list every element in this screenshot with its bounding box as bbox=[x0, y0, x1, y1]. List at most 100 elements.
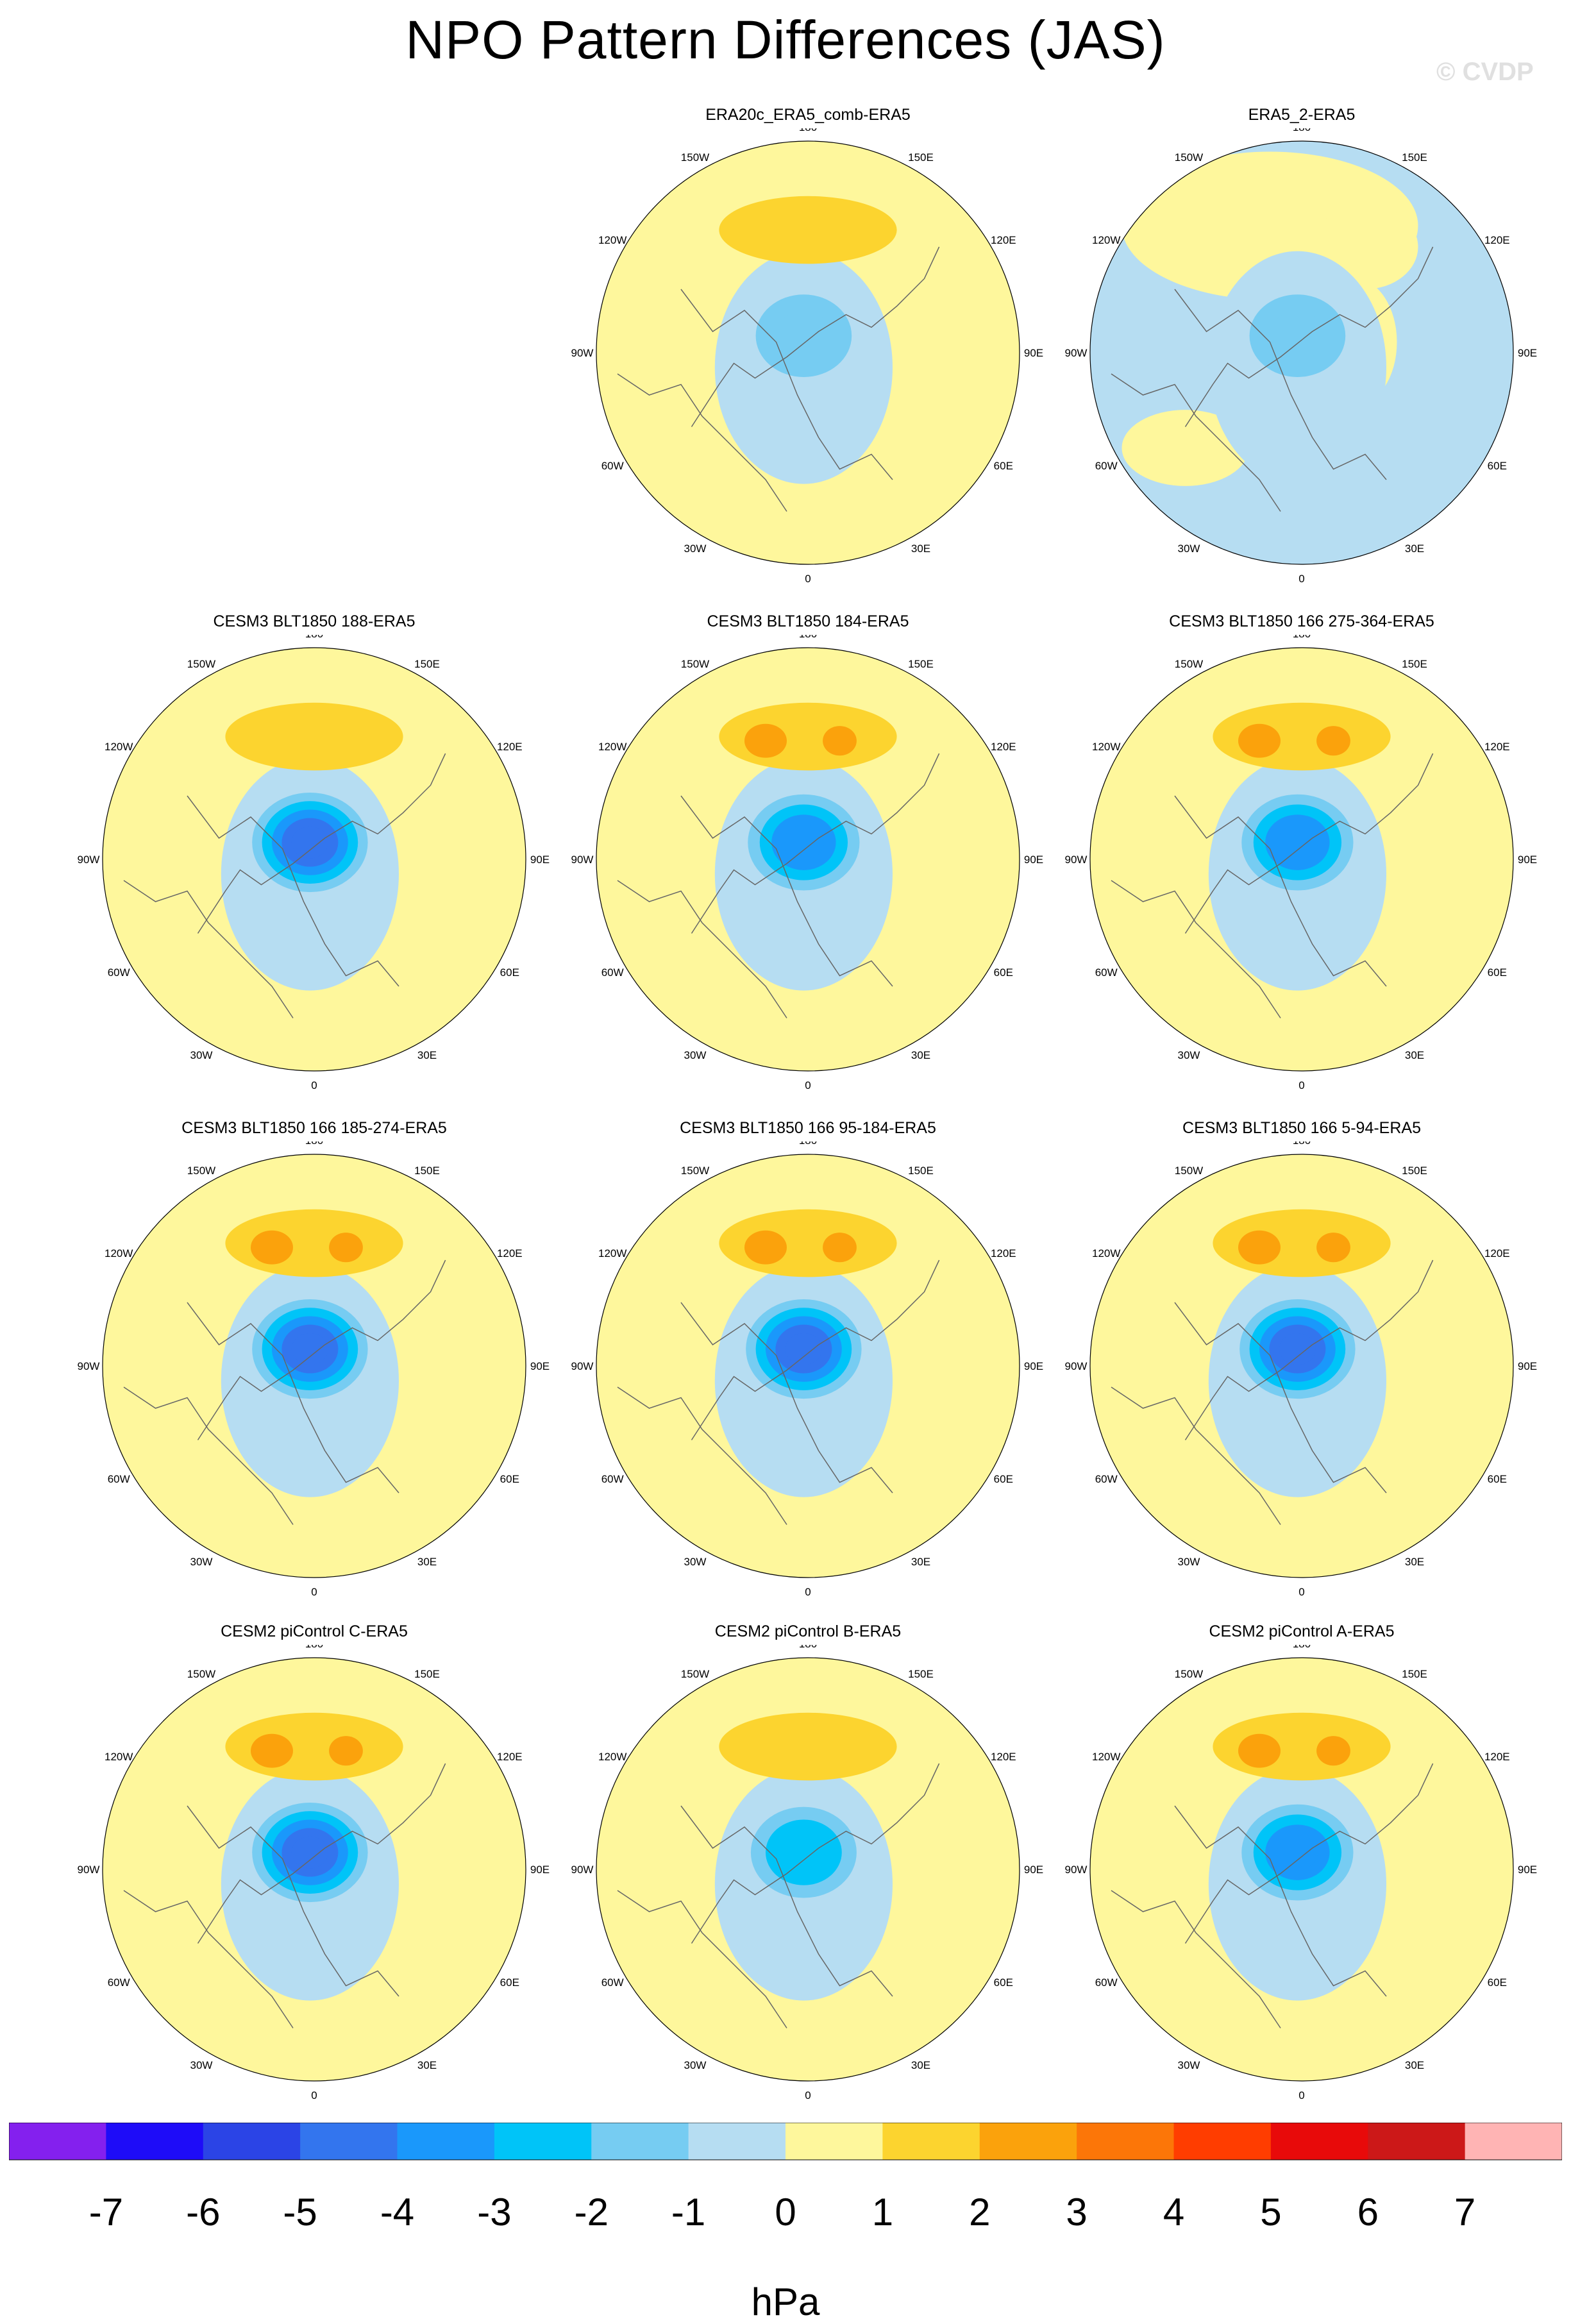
longitude-label: 150W bbox=[187, 1668, 215, 1680]
coastline bbox=[1111, 880, 1281, 1018]
colorbar-swatch bbox=[786, 2123, 883, 2160]
negative-contour bbox=[1277, 825, 1318, 860]
positive-contour bbox=[744, 1230, 787, 1265]
colorbar-swatch bbox=[688, 2123, 786, 2160]
longitude-label: 0 bbox=[1298, 573, 1304, 585]
map-panel: CESM3 BLT1850 166 275-364-ERA5 180 150E 120… bbox=[1058, 612, 1545, 1093]
longitude-label: 120W bbox=[598, 1247, 626, 1259]
cvdp-watermark: © CVDP bbox=[1436, 58, 1534, 86]
map-panel: CESM3 BLT1850 184-ERA5 180 150E 120E 90E 60E 3… bbox=[564, 612, 1052, 1093]
polar-map: 180 150E 120E 90E 60E 30E 0 30W 60W 90W 120W 150W bbox=[1065, 1141, 1538, 1598]
longitude-label: 60E bbox=[1488, 460, 1507, 472]
colorbar-frame bbox=[9, 2123, 1562, 2160]
coastline bbox=[691, 1763, 940, 1944]
longitude-label: 60W bbox=[108, 966, 130, 979]
longitude-label: 30E bbox=[417, 2059, 437, 2071]
polar-map: 180 150E 120E 90E 60E 30E 0 30W 60W 90W 120W 150W bbox=[571, 1141, 1044, 1598]
longitude-label: 90E bbox=[530, 1864, 550, 1876]
panel-title: CESM2 piControl C-ERA5 bbox=[221, 1622, 408, 1640]
longitude-label: 90W bbox=[571, 1360, 594, 1372]
longitude-label: 120E bbox=[1484, 1751, 1510, 1763]
coastline bbox=[187, 795, 399, 987]
positive-contour bbox=[719, 1712, 897, 1781]
coastline bbox=[1184, 1259, 1434, 1440]
coastline bbox=[1184, 753, 1434, 934]
longitude-label: 120W bbox=[105, 1751, 133, 1763]
coastline bbox=[617, 1890, 787, 2028]
longitude-label: 0 bbox=[1298, 2089, 1304, 2101]
longitude-label: 30E bbox=[911, 2059, 930, 2071]
longitude-label: 150W bbox=[1175, 151, 1203, 164]
coastline bbox=[197, 1763, 446, 1944]
panel-title: ERA20c_ERA5_comb-ERA5 bbox=[705, 106, 911, 124]
negative-contour bbox=[1277, 1835, 1318, 1870]
longitude-label: 120W bbox=[598, 234, 626, 246]
longitude-label: 60W bbox=[108, 1976, 130, 1989]
positive-contour bbox=[1238, 1733, 1281, 1768]
longitude-label: 30W bbox=[190, 1049, 213, 1061]
longitude-label: 60E bbox=[500, 1473, 519, 1485]
longitude-label: 150E bbox=[908, 1165, 934, 1177]
coastline bbox=[123, 880, 294, 1018]
map-border bbox=[102, 1154, 526, 1578]
longitude-label: 30E bbox=[417, 1049, 437, 1061]
panel-title: CESM2 piControl A-ERA5 bbox=[1209, 1622, 1395, 1640]
positive-contour bbox=[251, 1230, 293, 1265]
colorbar-tick-label: 0 bbox=[775, 2191, 796, 2234]
colorbar-swatch bbox=[1465, 2123, 1562, 2160]
positive-contour bbox=[823, 1233, 857, 1263]
longitude-label: 30E bbox=[1405, 543, 1424, 555]
negative-contour bbox=[780, 1832, 827, 1873]
longitude-label: 120W bbox=[598, 1751, 626, 1763]
polar-map: 180 150E 120E 90E 60E 30E 0 30W 60W 90W 120W 150W bbox=[1065, 635, 1538, 1091]
longitude-label: 30W bbox=[190, 1556, 213, 1568]
positive-contour bbox=[1316, 1233, 1350, 1263]
negative-contour bbox=[775, 311, 832, 360]
longitude-label: 0 bbox=[805, 2089, 811, 2101]
longitude-label: 150E bbox=[1402, 151, 1427, 164]
colorbar-swatch bbox=[591, 2123, 689, 2160]
longitude-label: 60E bbox=[994, 966, 1013, 979]
map-panel: CESM2 piControl A-ERA5 180 150E 120E 90E 60E 3… bbox=[1058, 1622, 1545, 2103]
longitude-label: 90E bbox=[1518, 347, 1537, 359]
longitude-label: 90E bbox=[1024, 1360, 1043, 1372]
positive-contour bbox=[1238, 723, 1281, 758]
longitude-label: 90E bbox=[1518, 854, 1537, 866]
colorbar-tick-label: 7 bbox=[1454, 2191, 1475, 2234]
longitude-label: 120W bbox=[105, 1247, 133, 1259]
longitude-label: 30W bbox=[684, 1049, 707, 1061]
coastline bbox=[617, 373, 787, 512]
coastline bbox=[1111, 1386, 1281, 1525]
coastline bbox=[187, 1805, 399, 1997]
polar-map: 180 150E 120E 90E 60E 30E 0 30W 60W 90W 120W 150W bbox=[571, 1645, 1044, 2101]
colorbar-tick-label: 1 bbox=[872, 2191, 893, 2234]
longitude-label: 150E bbox=[414, 1668, 440, 1680]
polar-map: 180 150E 120E 90E 60E 30E 0 30W 60W 90W 120W 150W bbox=[571, 635, 1044, 1091]
coastline bbox=[1111, 373, 1281, 512]
positive-contour bbox=[823, 726, 857, 756]
longitude-label: 150W bbox=[1175, 658, 1203, 670]
polar-map: 180 150E 120E 90E 60E 30E 0 30W 60W 90W 120W 150W bbox=[1065, 1645, 1538, 2101]
longitude-label: 30W bbox=[684, 2059, 707, 2071]
coastline bbox=[1184, 246, 1434, 427]
colorbar-tick-label: -1 bbox=[671, 2191, 705, 2234]
map-panel: ERA5_2-ERA5 180 150E 120E 90E 60E 30E 0 30W 60W 90… bbox=[1058, 106, 1545, 587]
longitude-label: 150E bbox=[1402, 658, 1427, 670]
longitude-label: 90W bbox=[571, 854, 594, 866]
longitude-label: 120E bbox=[1484, 234, 1510, 246]
coastline bbox=[617, 880, 787, 1018]
longitude-label: 120W bbox=[1092, 1247, 1120, 1259]
longitude-label: 90E bbox=[530, 1360, 550, 1372]
polar-map: 180 150E 120E 90E 60E 30E 0 30W 60W 90W 120W 150W bbox=[571, 128, 1044, 585]
panel-title: ERA5_2-ERA5 bbox=[1248, 106, 1356, 124]
coastline bbox=[691, 1259, 940, 1440]
map-panel: ERA20c_ERA5_comb-ERA5 180 150E 120E 90E 60E 30… bbox=[564, 106, 1052, 587]
longitude-label: 90E bbox=[1518, 1360, 1537, 1372]
longitude-label: 30W bbox=[684, 1556, 707, 1568]
positive-contour bbox=[329, 1736, 363, 1766]
longitude-label: 30E bbox=[1405, 1556, 1424, 1568]
colorbar-swatch bbox=[1270, 2123, 1368, 2160]
colorbar-swatch bbox=[203, 2123, 301, 2160]
colorbar-swatch bbox=[9, 2123, 106, 2160]
colorbar-tick-label: 6 bbox=[1357, 2191, 1379, 2234]
